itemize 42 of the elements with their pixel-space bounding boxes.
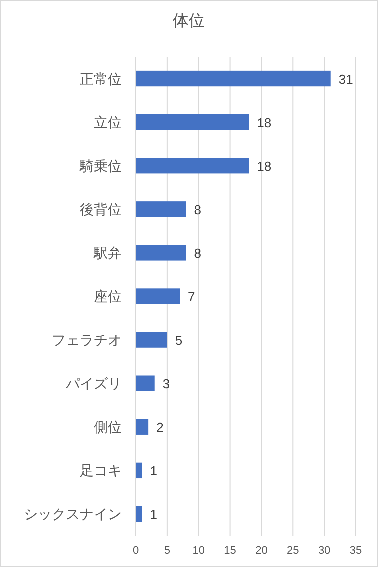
data-label: 18 [257,158,272,174]
y-tick-label: フェラチオ [52,332,122,348]
data-label: 18 [257,115,272,130]
data-label: 5 [175,333,183,348]
bar [136,114,250,130]
y-tick-label: 騎乗位 [79,158,122,174]
bar [136,419,149,435]
y-tick-label: 立位 [94,114,122,130]
y-tick-label: 駅弁 [93,244,122,261]
chart-title: 体位 [173,13,205,30]
data-label: 7 [188,290,196,304]
x-tick-label: 0 [132,545,140,557]
y-tick-label: 足コキ [80,462,122,479]
data-label: 8 [194,246,202,261]
bar [136,376,155,392]
y-tick-label: 側位 [94,419,122,436]
data-label: 3 [162,376,170,392]
bar [136,288,180,304]
bar [136,245,186,261]
x-tick-label: 25 [287,545,300,557]
x-tick-label: 15 [224,545,236,557]
bar [136,202,186,218]
bar [136,70,331,87]
bar [136,506,142,522]
x-tick-label: 20 [256,545,268,557]
bar [136,158,250,174]
x-tick-label: 10 [192,545,205,557]
data-label: 2 [156,420,164,436]
y-tick-label: シックスナイン [24,506,122,522]
y-tick-label: 座位 [94,288,122,304]
data-label: 31 [338,72,354,87]
y-tick-label: パイズリ [65,376,122,392]
bar [136,462,142,479]
x-tick-label: 30 [318,545,331,557]
data-label: 1 [150,464,158,479]
x-tick-label: 5 [164,545,170,557]
x-tick-label: 35 [350,545,362,557]
bar [136,332,168,348]
y-tick-label: 正常位 [80,70,122,87]
data-label: 1 [150,507,158,522]
data-label: 8 [194,202,202,218]
y-tick-label: 後背位 [80,201,122,218]
